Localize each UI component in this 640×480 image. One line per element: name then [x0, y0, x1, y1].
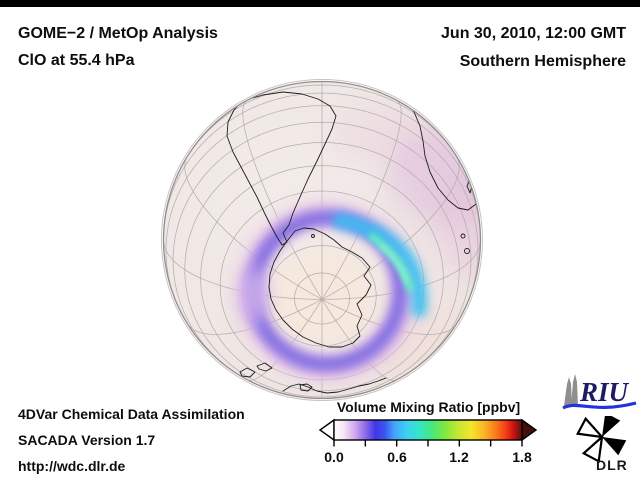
- graticule-line: [163, 242, 323, 300]
- colorbar-tick-label-3: 1.8: [512, 449, 532, 465]
- dlr-logo: DLR: [575, 416, 628, 473]
- coast-africa: [397, 91, 481, 211]
- colorbar-tick-label-2: 1.2: [449, 449, 469, 465]
- dlr-star-icon: [575, 416, 627, 464]
- island-heard: [464, 248, 470, 254]
- colorbar-ticks: [333, 440, 523, 447]
- footer-version-text: SACADA Version 1.7: [18, 432, 156, 448]
- island-new-zealand-north: [256, 362, 273, 372]
- globe-limb: [162, 80, 482, 400]
- footer: 4DVar Chemical Data Assimilation SACADA …: [18, 401, 245, 479]
- colorbar-left-arrow: [318, 418, 335, 442]
- graticule-line: [242, 100, 323, 300]
- island-kerguelen: [460, 233, 466, 239]
- footer-assimilation-text: 4DVar Chemical Data Assimilation: [18, 406, 245, 422]
- graticule-line: [321, 157, 460, 300]
- colorbar-tick-label-0: 0.0: [324, 449, 344, 465]
- colorbar-right-arrow: [521, 418, 538, 442]
- riu-swoosh-icon: [562, 401, 637, 410]
- island-falkland: [311, 234, 315, 238]
- coast-australia: [282, 377, 387, 394]
- graticule-line: [321, 242, 481, 300]
- island-new-zealand-south: [239, 367, 256, 378]
- hemisphere-text: Southern Hemisphere: [459, 53, 626, 70]
- graticule-line: [184, 157, 323, 300]
- header-right: Jun 30, 2010, 12:00 GMT Southern Hemisph…: [441, 20, 626, 76]
- graticule: [163, 81, 481, 399]
- instrument-title: GOME−2 / MetOp Analysis: [18, 25, 218, 42]
- island-tasmania: [299, 383, 313, 392]
- dlr-logo-text: DLR: [596, 457, 628, 473]
- coast-south-america: [226, 91, 337, 246]
- colorbar-gradient-bar: [333, 419, 523, 441]
- globe-limb-outer: [161, 79, 483, 401]
- top-border-bar: [0, 0, 640, 7]
- footer-url-text: http://wdc.dlr.de: [18, 458, 126, 474]
- clo-plume-layer: [234, 198, 427, 384]
- graticule-line: [188, 299, 323, 335]
- graticule-line: [321, 100, 402, 300]
- colorbar-tick-label-1: 0.6: [387, 449, 407, 465]
- riu-logo: RIU: [562, 374, 637, 410]
- datetime-text: Jun 30, 2010, 12:00 GMT: [441, 25, 626, 42]
- colorbar: [318, 418, 538, 447]
- riu-logo-text: RIU: [579, 377, 630, 407]
- cathedral-icon: [564, 374, 578, 406]
- coast-antarctica: [268, 227, 372, 348]
- species-level-title: ClO at 55.4 hPa: [18, 52, 135, 69]
- colorbar-title: Volume Mixing Ratio [ppbv]: [336, 399, 521, 415]
- header-left: GOME−2 / MetOp Analysis ClO at 55.4 hPa: [18, 20, 218, 74]
